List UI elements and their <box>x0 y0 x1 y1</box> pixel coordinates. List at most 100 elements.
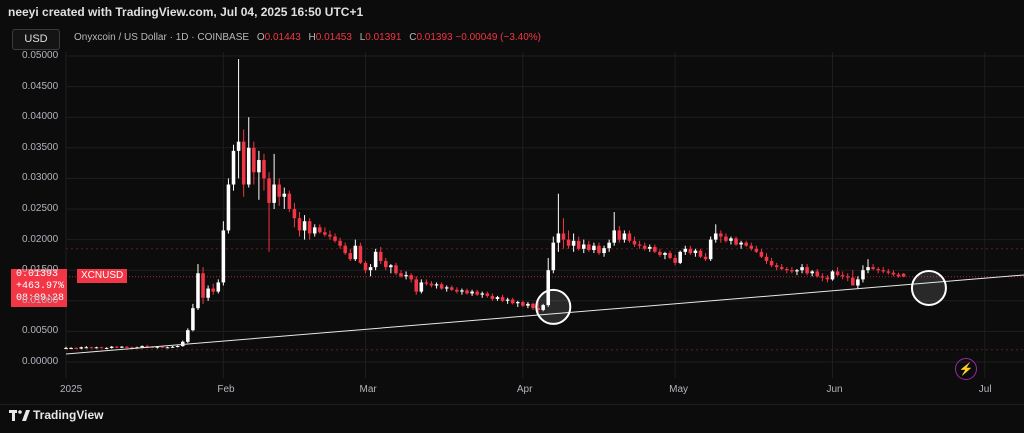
candle-body <box>647 246 652 249</box>
candle-body <box>642 245 647 249</box>
candle-body <box>480 293 485 295</box>
y-tick-label: 0.01000 <box>22 294 59 306</box>
candle-body <box>658 251 662 255</box>
candle-body <box>384 261 388 268</box>
candle-body <box>876 268 880 271</box>
candle-body <box>170 346 175 348</box>
candle-body <box>262 160 266 179</box>
y-tick-label: 0.04500 <box>22 80 59 92</box>
candle-body <box>541 305 545 310</box>
candle-body <box>252 147 256 173</box>
x-tick-label: Jun <box>826 384 843 395</box>
candle-body <box>678 251 682 263</box>
candle-body <box>587 244 591 251</box>
trendline <box>65 274 1024 355</box>
candle-body <box>191 308 195 331</box>
candle-body <box>688 248 693 254</box>
y-tick-label: 0.03500 <box>22 141 59 153</box>
candle-body <box>495 297 500 299</box>
tradingview-logo-icon <box>9 410 30 421</box>
candle-body <box>693 250 698 254</box>
candle-body <box>368 267 373 271</box>
lightning-icon[interactable]: ⚡ <box>955 358 977 380</box>
candle-body <box>881 270 886 272</box>
candle-body <box>475 291 479 295</box>
symbol-tag: XCNUSD <box>77 268 128 283</box>
candle-body <box>810 271 814 274</box>
candle-body <box>450 287 454 290</box>
candle-body <box>470 291 474 294</box>
candle-body <box>175 346 180 348</box>
candle-body <box>759 251 764 257</box>
candle-body <box>840 275 845 277</box>
candle-body <box>724 236 728 241</box>
candle-body <box>130 347 134 349</box>
open-label: O <box>256 32 265 43</box>
candle-body <box>820 276 825 278</box>
candle-body <box>211 288 215 292</box>
candle-body <box>531 303 535 309</box>
candle-body <box>673 257 677 263</box>
y-tick-label: 0.05000 <box>22 50 59 61</box>
candle-body <box>835 271 840 276</box>
candle-body <box>140 346 144 348</box>
chart-caption: neeyi created with TradingView.com, Jul … <box>8 5 364 19</box>
candle-body <box>363 262 368 271</box>
candle-body <box>795 270 799 272</box>
candle-body <box>64 347 68 349</box>
y-tick-label: 0.00500 <box>22 325 59 337</box>
candle-body <box>155 346 160 348</box>
highlight-circle <box>535 288 572 325</box>
candle-body <box>69 347 73 349</box>
candle-body <box>485 293 490 296</box>
candle-body <box>399 273 403 277</box>
candle-body <box>891 272 896 275</box>
candle-body <box>896 274 901 277</box>
candle-body <box>490 295 495 299</box>
y-tick-label: 0.04000 <box>22 111 59 123</box>
candle-body <box>612 230 616 243</box>
candle-body <box>201 273 205 298</box>
candle-body <box>323 232 327 235</box>
candle-body <box>551 242 556 271</box>
badge-change: +463.97% <box>16 280 65 292</box>
candle-body <box>257 160 261 173</box>
candle-body <box>597 245 601 254</box>
currency-button[interactable]: USD <box>12 29 60 50</box>
brand-label: TradingView <box>33 408 104 422</box>
candle-body <box>231 150 236 185</box>
candle-body <box>546 270 551 306</box>
candle-body <box>373 251 378 268</box>
candle-body <box>282 193 287 197</box>
candle-body <box>800 267 804 271</box>
candle-body <box>246 147 251 185</box>
x-tick-label: 2025 <box>60 384 83 395</box>
top-bar: neeyi created with TradingView.com, Jul … <box>0 0 1024 24</box>
price-chart[interactable] <box>0 0 1024 404</box>
candle-body <box>312 227 317 234</box>
candle-body <box>627 233 632 241</box>
candle-body <box>226 184 231 231</box>
candle-body <box>429 283 434 286</box>
candle-body <box>292 209 297 219</box>
candle-body <box>668 253 672 258</box>
candle-body <box>708 239 713 260</box>
symbol-title[interactable]: Onyxcoin / US Dollar · 1D · COINBASE <box>74 32 250 43</box>
candle-body <box>404 275 408 277</box>
candle-body <box>358 245 363 263</box>
candle-body <box>749 245 754 249</box>
x-tick-label: May <box>669 384 689 395</box>
candle-body <box>815 271 820 277</box>
candle-body <box>653 246 657 252</box>
candle-body <box>785 268 789 271</box>
ohlc-legend: Onyxcoin / US Dollar · 1D · COINBASE O 0.… <box>74 32 541 43</box>
candle-body <box>851 277 855 286</box>
close-value: 0.01393 <box>416 32 453 43</box>
candle-body <box>581 244 586 249</box>
candle-body <box>500 297 505 301</box>
candle-body <box>409 275 413 280</box>
y-tick-label: 0.00000 <box>22 356 59 367</box>
candle-body <box>845 276 850 278</box>
candle-body <box>739 242 743 245</box>
candle-body <box>424 282 429 284</box>
